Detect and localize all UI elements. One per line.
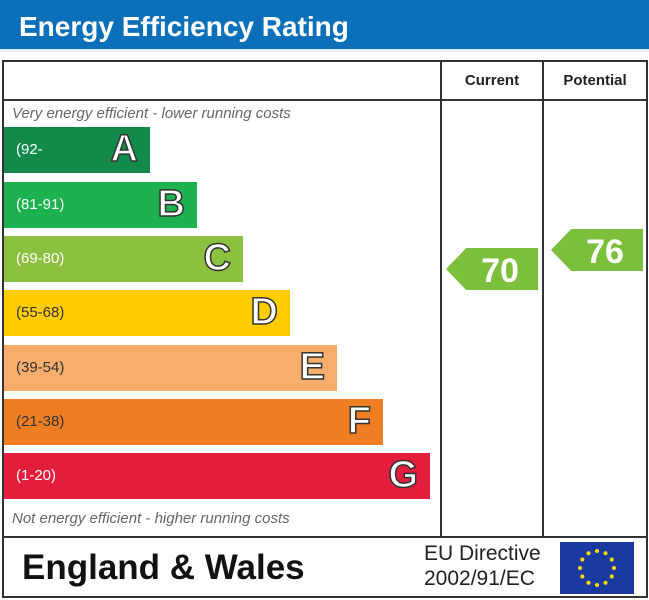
band-letter: C [203,236,232,280]
star-icon [586,551,591,556]
band-letter: D [250,290,279,334]
rating-table [2,60,648,598]
star-icon [580,574,585,579]
rating-bar-g: (1-20) G [4,453,430,499]
star-icon [595,549,599,553]
star-icon [612,566,616,570]
eu-flag-icon [560,542,634,594]
band-letter: F [347,399,372,443]
column-header-potential: Potential [563,72,627,89]
region-label: England & Wales [22,548,305,587]
band-range: (39-54) [16,359,65,376]
rating-bar-e: (39-54) E [4,345,337,391]
band-letter: G [388,453,419,497]
star-icon [580,557,585,562]
band-range: (81-91) [16,196,65,213]
band-range: (55-68) [16,304,65,321]
bottom-note: Not energy efficient - higher running co… [12,510,290,527]
column-header-current: Current [464,72,520,89]
star-icon [603,580,608,585]
directive-line2: 2002/91/EC [424,567,535,590]
current-rating-value: 70 [481,252,519,290]
rating-bar-a: (92- A [4,127,150,173]
potential-rating-arrow: 76 [551,229,643,271]
star-icon [595,583,599,587]
rating-bar-c: (69-80) C [4,236,243,282]
chart-title: Energy Efficiency Rating [0,0,649,52]
divider [440,60,442,538]
top-note: Very energy efficient - lower running co… [12,105,291,122]
potential-rating-value: 76 [586,233,624,271]
rating-bar-d: (55-68) D [4,290,290,336]
band-letter: A [110,127,139,171]
divider [2,99,648,101]
star-icon [609,574,614,579]
rating-bar-f: (21-38) F [4,399,383,445]
star-icon [609,557,614,562]
star-icon [603,551,608,556]
star-icon [578,566,582,570]
band-range: (92- [16,141,43,158]
current-rating-arrow: 70 [446,248,538,290]
band-range: (1-20) [16,467,57,484]
band-range: (21-38) [16,413,65,430]
star-icon [586,580,591,585]
directive-line1: EU Directive [424,542,541,565]
band-letter: B [157,182,186,226]
rating-bar-b: (81-91) B [4,182,197,228]
divider [542,60,544,538]
band-letter: E [299,345,326,389]
band-range: (69-80) [16,250,65,267]
divider [2,536,648,538]
